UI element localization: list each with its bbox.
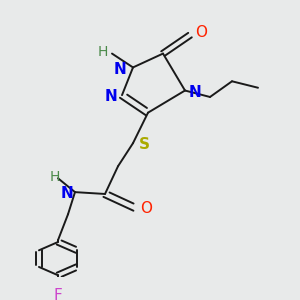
- Text: O: O: [140, 201, 152, 216]
- Text: N: N: [189, 85, 202, 100]
- Text: N: N: [104, 88, 117, 104]
- Text: F: F: [54, 288, 62, 300]
- Text: N: N: [113, 62, 126, 77]
- Text: O: O: [195, 25, 207, 40]
- Text: S: S: [139, 136, 150, 152]
- Text: H: H: [98, 45, 108, 59]
- Text: H: H: [50, 170, 60, 184]
- Text: N: N: [60, 187, 73, 202]
